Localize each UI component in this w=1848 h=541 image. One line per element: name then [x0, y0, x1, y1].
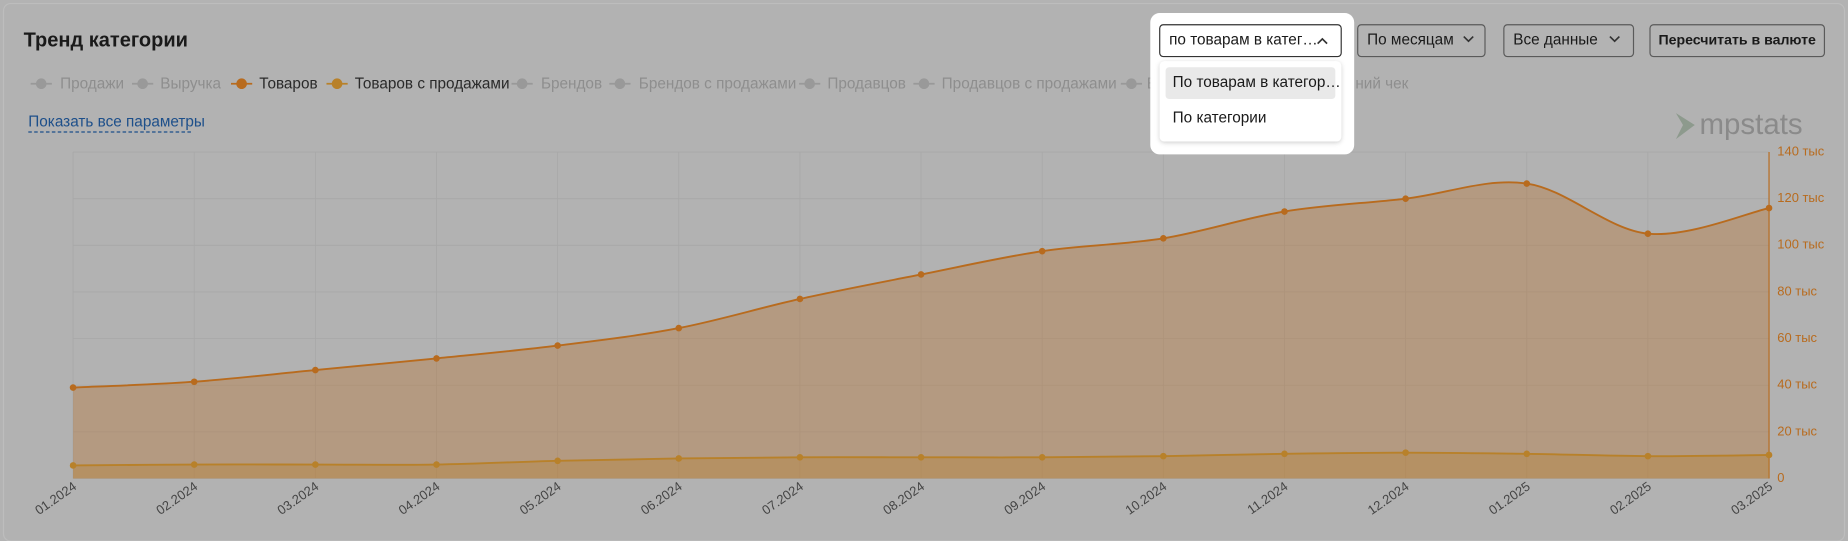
button-box[interactable]	[1649, 24, 1826, 58]
legend-item[interactable]: Продавцов с продажами	[913, 75, 1117, 92]
data-point	[554, 342, 561, 349]
period-select[interactable]: По месяцам	[1357, 24, 1486, 58]
show-all-link[interactable]: Показать все параметры	[28, 114, 205, 131]
chart: 0 20 тыс 40 тыс 60 тыс 80 тыс 100 тыс 120 тыс 1…	[32, 143, 1825, 517]
data-point	[796, 295, 804, 303]
legend-label: ний чек	[1355, 75, 1408, 92]
data-point	[1523, 180, 1531, 187]
select-text: по товарам в катег…	[1169, 32, 1318, 49]
data-point	[1765, 204, 1773, 212]
legend-dot	[35, 78, 47, 89]
legend-item[interactable]: Брендов с продажами	[609, 75, 796, 92]
data-point	[1644, 230, 1652, 237]
y-tick-label: 120 тыс	[1777, 190, 1824, 205]
data-point	[675, 455, 683, 462]
y-tick-label: 100 тыс	[1777, 237, 1824, 252]
dropdown-menu: По товарам в категор… По категории	[1159, 61, 1342, 142]
data-point	[1644, 452, 1652, 460]
card-title: Тренд категории	[24, 30, 188, 52]
legend-dot	[516, 78, 528, 89]
legend-item[interactable]: Брендов	[511, 75, 603, 92]
data-point	[69, 384, 77, 391]
legend-label: Брендов с продажами	[639, 75, 797, 92]
legend-label: Продавцов с продажами	[942, 75, 1117, 92]
legend-dot	[236, 78, 247, 89]
data-point	[312, 366, 319, 374]
data-point	[1402, 195, 1409, 202]
chevron	[1317, 37, 1328, 45]
legend: Продажи Выручка Товаров Товаров с продажами…	[30, 75, 1409, 92]
series-area	[73, 182, 1770, 479]
chevron	[1463, 35, 1474, 43]
select-box[interactable]	[1357, 24, 1486, 58]
logo-icon	[1675, 113, 1695, 140]
button-text: Пересчитать в валюте	[1659, 31, 1817, 47]
data-point	[1038, 453, 1046, 461]
legend-label: Выручка	[160, 75, 221, 92]
data-point	[1281, 450, 1288, 458]
legend-label: Брендов	[541, 75, 602, 92]
legend-label: Продажи	[60, 75, 124, 92]
data-point	[796, 453, 804, 461]
legend-item[interactable]: Продавцов	[799, 75, 906, 92]
select-box[interactable]	[1159, 24, 1342, 58]
legend-dot	[804, 78, 815, 89]
legend-item[interactable]: Выручка	[132, 75, 222, 92]
y-tick-label: 20 тыс	[1777, 423, 1817, 438]
legend-dot	[1126, 78, 1137, 89]
select-text: По месяцам	[1367, 32, 1454, 49]
legend-dot	[614, 78, 626, 89]
data-point	[917, 271, 925, 278]
legend-dot	[137, 78, 148, 89]
chevron	[1609, 35, 1620, 43]
legend-item[interactable]: Продажи	[30, 75, 124, 92]
data-point	[312, 461, 319, 468]
logo-text: mpstats	[1700, 108, 1803, 141]
legend-label: Товаров	[259, 75, 317, 92]
data-point	[1038, 247, 1046, 255]
option-hover	[1165, 67, 1336, 100]
data-point	[1402, 449, 1409, 456]
data-point	[1281, 208, 1288, 215]
select-text: Все данные	[1513, 32, 1598, 49]
legend-dot	[918, 78, 930, 89]
data-point	[433, 461, 440, 468]
menu-option[interactable]: По категории	[1173, 110, 1267, 127]
data-point	[190, 378, 198, 386]
menu-option[interactable]: По товарам в категор…	[1173, 74, 1341, 91]
y-tick-label: 0	[1777, 470, 1784, 485]
data-point	[917, 453, 925, 461]
legend-item[interactable]: Товаров	[231, 75, 318, 92]
data-point	[1160, 235, 1167, 242]
data-point	[1160, 452, 1167, 460]
select-box[interactable]	[1503, 24, 1635, 58]
y-tick-label: 40 тыс	[1777, 377, 1817, 392]
mode-select[interactable]: по товарам в катег…	[1159, 24, 1342, 58]
data-point	[190, 461, 198, 468]
logo: mpstats	[1675, 108, 1803, 141]
data-point	[1765, 451, 1773, 459]
data-point	[675, 324, 683, 332]
legend-label: Продавцов	[827, 75, 906, 92]
legend-label: Товаров с продажами	[355, 75, 510, 92]
data-point	[1523, 450, 1531, 458]
data-point	[69, 462, 77, 469]
data-point	[554, 457, 561, 465]
currency-button[interactable]: Пересчитать в валюте	[1649, 24, 1826, 58]
series-area	[73, 452, 1770, 479]
data-point	[433, 355, 440, 362]
range-select[interactable]: Все данные	[1503, 24, 1635, 58]
legend-dot	[331, 78, 343, 89]
y-tick-label: 140 тыс	[1777, 143, 1824, 158]
legend-item[interactable]: Товаров с продажами	[326, 75, 510, 92]
y-tick-label: 80 тыс	[1777, 283, 1817, 298]
y-tick-label: 60 тыс	[1777, 330, 1817, 345]
